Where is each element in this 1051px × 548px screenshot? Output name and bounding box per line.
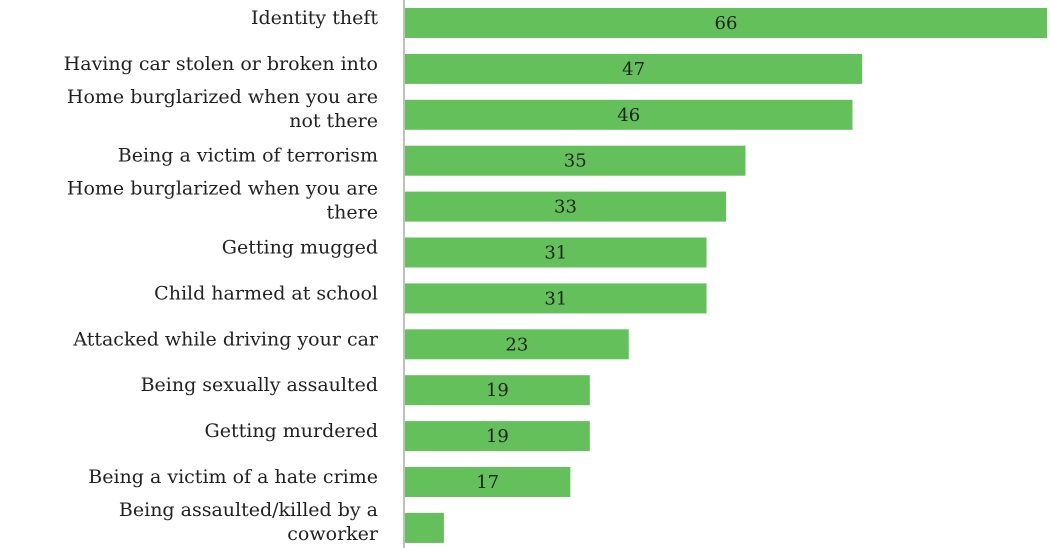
value-label-4: 33 [554,197,577,218]
category-label-4-line-1: there [327,202,378,224]
category-label-4-line-0: Home burglarized when you are [67,178,378,200]
category-label-6: Child harmed at school [154,282,378,304]
bar-0 [405,8,1047,38]
bar-4 [405,191,726,222]
bar-11 [405,512,444,543]
bar-6 [405,283,707,314]
bar-10 [405,467,571,497]
category-label-11-line-1: coworker [287,523,379,545]
value-label-2: 46 [617,105,640,126]
category-label-0: Identity theft [251,7,378,29]
category-labels-group: Identity theft Having car stolen or broke… [64,7,379,545]
value-label-9: 19 [486,426,509,447]
value-label-6: 31 [544,288,567,309]
category-label-2-line-1: not there [289,110,378,132]
category-label-2-line-0: Home burglarized when you are [67,86,378,108]
bar-2 [405,99,853,130]
bar-7 [405,329,629,360]
category-label-5: Getting mugged [222,237,378,259]
value-label-1: 47 [622,59,645,80]
category-label-11-line-0: Being assaulted/killed by a [119,499,378,521]
category-label-7: Attacked while driving your car [72,328,379,350]
bar-3 [405,145,746,176]
bar-9 [405,421,590,452]
category-label-1: Having car stolen or broken into [64,53,378,75]
bar-1 [405,53,863,84]
value-label-7: 23 [505,334,528,355]
category-label-9: Getting murdered [205,420,378,442]
value-label-5: 31 [544,243,567,264]
value-label-10: 17 [476,472,499,493]
value-label-0: 66 [715,13,738,34]
bar-5 [405,237,707,268]
category-label-8: Being sexually assaulted [141,374,378,396]
value-label-3: 35 [564,151,587,172]
value-label-8: 19 [486,380,509,401]
bars-group: 66 47 46 35 33 31 31 23 19 19 17 [405,8,1047,543]
category-label-10: Being a victim of a hate crime [88,466,378,488]
category-label-3: Being a victim of terrorism [118,145,378,167]
bar-8 [405,375,590,406]
